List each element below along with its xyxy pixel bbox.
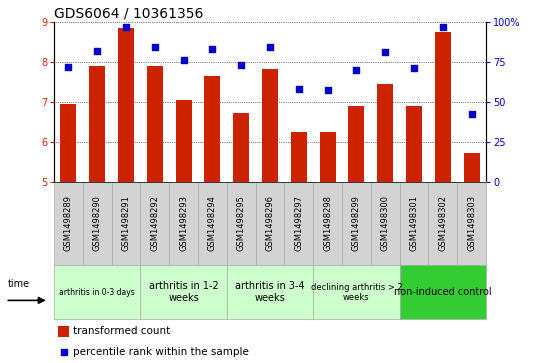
Bar	[89, 66, 105, 182]
Point	[438, 24, 447, 29]
Bar	[147, 66, 163, 182]
Text: GDS6064 / 10361356: GDS6064 / 10361356	[54, 7, 204, 21]
Text: GSM1498299: GSM1498299	[352, 195, 361, 251]
Bar	[348, 106, 364, 182]
Point	[208, 46, 217, 52]
Text: transformed count: transformed count	[73, 326, 171, 337]
Text: GSM1498301: GSM1498301	[409, 195, 418, 251]
Bar	[198, 182, 227, 265]
Bar	[118, 28, 134, 182]
Point	[467, 111, 476, 117]
Text: percentile rank within the sample: percentile rank within the sample	[73, 347, 249, 357]
Bar	[400, 182, 428, 265]
Text: GSM1498297: GSM1498297	[294, 195, 303, 251]
Bar	[54, 182, 83, 265]
Bar	[227, 265, 313, 319]
Text: arthritis in 3-4
weeks: arthritis in 3-4 weeks	[235, 281, 305, 303]
Bar	[435, 32, 451, 182]
Bar	[428, 182, 457, 265]
Bar	[233, 113, 249, 182]
Text: GSM1498298: GSM1498298	[323, 195, 332, 251]
Text: GSM1498303: GSM1498303	[467, 195, 476, 251]
Point	[237, 62, 246, 68]
Bar	[342, 182, 371, 265]
Bar	[60, 104, 76, 182]
Bar	[58, 326, 69, 337]
Text: GSM1498300: GSM1498300	[381, 195, 390, 251]
Point	[294, 86, 303, 92]
Point	[179, 57, 188, 63]
Point	[352, 67, 361, 73]
Text: GSM1498296: GSM1498296	[266, 195, 274, 251]
Point	[381, 49, 389, 55]
Point	[151, 44, 159, 50]
Text: declining arthritis > 2
weeks: declining arthritis > 2 weeks	[310, 282, 402, 302]
Text: GSM1498292: GSM1498292	[150, 195, 159, 251]
Point	[323, 87, 332, 93]
Bar	[464, 153, 480, 182]
Bar	[406, 106, 422, 182]
Bar	[400, 265, 486, 319]
Point	[266, 44, 274, 50]
Bar	[371, 182, 400, 265]
Text: arthritis in 0-3 days: arthritis in 0-3 days	[59, 288, 135, 297]
Point	[59, 349, 68, 355]
Bar	[54, 265, 140, 319]
Text: GSM1498291: GSM1498291	[122, 195, 131, 251]
Bar	[457, 182, 486, 265]
Text: GSM1498293: GSM1498293	[179, 195, 188, 251]
Text: time: time	[8, 279, 30, 289]
Bar	[176, 100, 192, 182]
Point	[64, 64, 73, 69]
Text: GSM1498302: GSM1498302	[438, 195, 447, 251]
Point	[410, 65, 418, 71]
Bar	[285, 182, 313, 265]
Bar	[227, 182, 255, 265]
Bar	[169, 182, 198, 265]
Bar	[83, 182, 112, 265]
Bar	[205, 76, 220, 182]
Bar	[140, 265, 227, 319]
Bar	[291, 132, 307, 182]
Bar	[140, 182, 169, 265]
Text: non-induced control: non-induced control	[394, 287, 491, 297]
Bar	[313, 265, 400, 319]
Bar	[262, 69, 278, 182]
Text: arthritis in 1-2
weeks: arthritis in 1-2 weeks	[148, 281, 219, 303]
Text: GSM1498295: GSM1498295	[237, 195, 246, 251]
Bar	[313, 182, 342, 265]
Bar	[377, 84, 393, 182]
Bar	[112, 182, 140, 265]
Text: GSM1498294: GSM1498294	[208, 195, 217, 251]
Point	[122, 24, 130, 29]
Bar	[320, 132, 335, 182]
Bar	[255, 182, 285, 265]
Point	[93, 48, 102, 53]
Text: GSM1498290: GSM1498290	[93, 195, 102, 251]
Text: GSM1498289: GSM1498289	[64, 195, 73, 251]
